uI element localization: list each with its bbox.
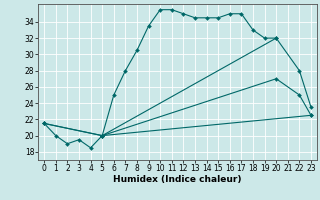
X-axis label: Humidex (Indice chaleur): Humidex (Indice chaleur) — [113, 175, 242, 184]
